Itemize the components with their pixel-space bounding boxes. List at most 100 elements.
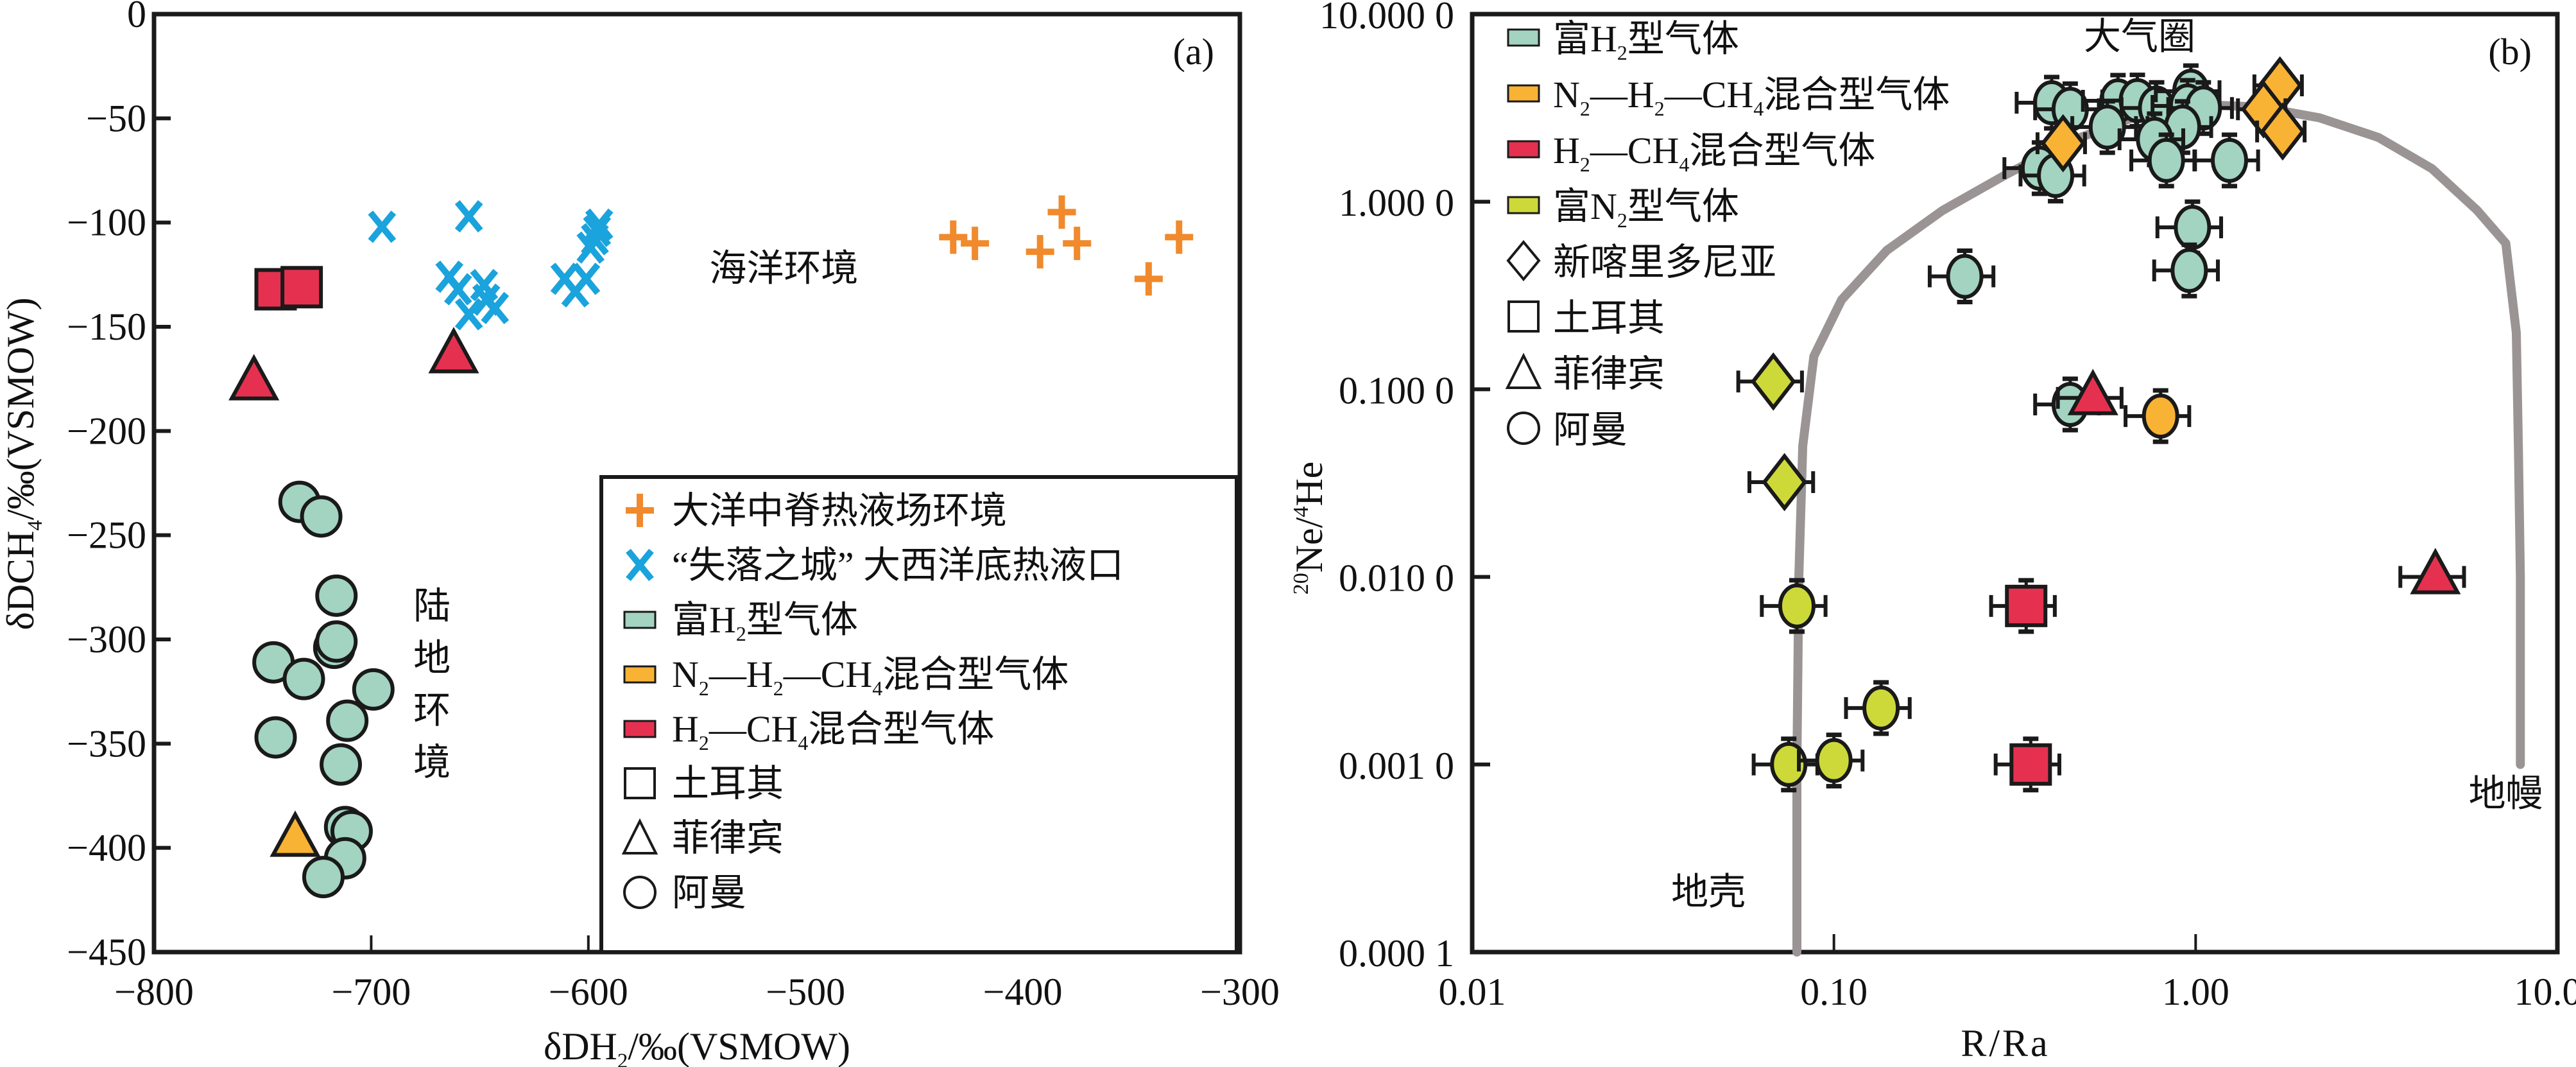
data-point — [320, 743, 363, 786]
x-bar — [626, 548, 654, 582]
legend-swatch — [1507, 28, 1540, 47]
legend-label: 富N2​型气体 — [1553, 186, 1739, 232]
data-point — [939, 220, 968, 254]
legend-label: 新喀里多尼亚 — [1553, 241, 1776, 283]
data-point — [300, 495, 343, 538]
x-bar — [443, 273, 472, 306]
legend-swatch — [1507, 140, 1540, 159]
y-tick-label: 1.000 0 — [1339, 182, 1454, 224]
series-triangle — [270, 810, 321, 857]
x-bar — [585, 208, 614, 241]
x-tick-label: −500 — [766, 971, 845, 1013]
panel-label: (b) — [2488, 31, 2532, 73]
x-bar — [454, 298, 483, 331]
data-point — [1989, 578, 2057, 634]
legend-swatch — [1507, 300, 1540, 333]
data-point — [282, 657, 325, 700]
data-point — [2035, 114, 2087, 173]
point-marker — [1815, 738, 1853, 783]
data-point — [481, 291, 510, 324]
data-point — [2124, 388, 2192, 444]
legend-label: 土耳其 — [672, 763, 784, 804]
x-tick-label: −600 — [549, 971, 628, 1013]
data-point — [2129, 132, 2197, 189]
y-tick-label: −150 — [67, 306, 146, 348]
legend-swatch — [621, 818, 658, 854]
series-plus — [939, 195, 1194, 296]
y-tick-label: −50 — [86, 97, 146, 139]
point-marker — [2260, 102, 2306, 161]
point-marker — [2040, 114, 2086, 173]
legend-label: “失落之城” 大西洋底热液口 — [672, 544, 1124, 586]
x-tick-label: −800 — [114, 971, 194, 1013]
data-point — [326, 699, 369, 742]
series-circle — [1927, 63, 2260, 433]
data-point — [1797, 733, 1865, 789]
point-marker — [2410, 548, 2461, 594]
data-point — [352, 668, 395, 711]
legend-swatch — [623, 611, 657, 629]
data-point — [1165, 220, 1194, 254]
annotation: 地 — [413, 638, 451, 679]
annotation: 海洋环境 — [709, 248, 858, 290]
x-tick-label: 0.10 — [1800, 971, 1868, 1013]
legend-swatch — [626, 548, 654, 582]
legend-swatch — [1507, 412, 1540, 445]
y-axis-label: δDCH4​/‰(VSMOW) — [0, 297, 47, 630]
series-diamond — [2035, 56, 2307, 173]
series-square — [1989, 578, 2061, 793]
legend-label: 大洋中脊热液场环境 — [672, 490, 1007, 532]
data-point — [2070, 99, 2138, 155]
y-tick-label: −100 — [67, 202, 146, 244]
legend-label: 菲律宾 — [672, 817, 784, 859]
point-marker — [2142, 394, 2179, 439]
legend-label: 阿曼 — [1553, 409, 1627, 451]
legend-frame — [599, 475, 1239, 954]
y-tick-label: −400 — [67, 827, 146, 869]
series-circle — [1751, 578, 1912, 793]
y-tick-label: −300 — [67, 618, 146, 661]
legend-label: 富H2​型气体 — [1553, 18, 1739, 64]
data-point — [1844, 680, 1912, 736]
annotation: 大气圈 — [2084, 16, 2195, 58]
legend-label: 富H2​型气体 — [672, 599, 858, 645]
data-point — [2255, 102, 2307, 161]
x-bar — [470, 268, 499, 302]
x-axis-label: R/Ra — [1961, 1022, 2050, 1064]
series-square — [254, 266, 323, 311]
point-marker — [1862, 685, 1900, 731]
data-point — [443, 273, 472, 306]
data-point — [368, 210, 397, 243]
point-marker — [1778, 583, 1816, 629]
point-marker — [2067, 369, 2118, 415]
data-point — [1736, 352, 1804, 411]
data-point — [1047, 195, 1076, 229]
y-tick-label: 0.000 1 — [1339, 932, 1454, 975]
data-point — [1751, 736, 1819, 793]
legend-swatch — [1505, 352, 1542, 389]
annotation: 地壳 — [1671, 871, 1746, 912]
point-marker — [2147, 137, 2185, 183]
legend-swatch — [626, 494, 654, 527]
data-point — [315, 620, 358, 663]
legend-label: N2​—H2​—CH4​混合型气体 — [1553, 74, 1950, 120]
point-marker — [2005, 584, 2048, 627]
legend-swatch — [624, 767, 656, 799]
y-tick-label: 10.000 0 — [1319, 0, 1454, 37]
y-tick-label: 0 — [127, 0, 146, 35]
data-point — [961, 227, 990, 261]
panel-label: (a) — [1173, 31, 1214, 73]
data-point — [315, 574, 358, 617]
data-point — [2252, 56, 2304, 115]
data-point — [228, 354, 280, 401]
data-point — [454, 200, 483, 233]
point-marker — [2088, 104, 2126, 150]
y-tick-label: −350 — [67, 722, 146, 765]
data-point — [1927, 248, 1996, 304]
series-circle — [2124, 388, 2192, 444]
point-marker — [2170, 248, 2208, 293]
series-diamond — [1736, 352, 1816, 512]
series-x — [368, 200, 614, 331]
